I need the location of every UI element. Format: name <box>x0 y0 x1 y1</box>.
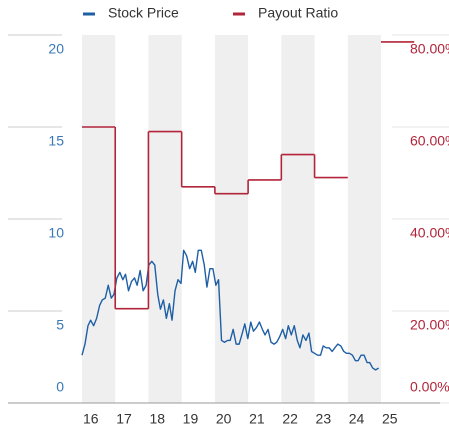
y2-tick-label: 20.00% <box>410 317 449 333</box>
x-tick-label: 17 <box>116 411 132 427</box>
x-tick-label: 16 <box>83 411 99 427</box>
x-tick-label: 20 <box>216 411 232 427</box>
x-tick-label: 21 <box>249 411 265 427</box>
x-tick-label: 25 <box>382 411 398 427</box>
x-tick-label: 23 <box>316 411 332 427</box>
y-tick-label: 15 <box>48 133 64 149</box>
year-band <box>281 35 315 403</box>
y2-tick-label: 40.00% <box>410 225 449 241</box>
x-tick-label: 22 <box>282 411 298 427</box>
price-line <box>81 249 380 371</box>
y-tick-label: 20 <box>48 41 64 57</box>
year-band <box>347 35 381 403</box>
y2-tick-label: 60.00% <box>410 133 449 149</box>
y-tick-label: 10 <box>48 225 64 241</box>
year-band <box>148 35 182 403</box>
year-band <box>82 35 116 403</box>
legend-label: Payout Ratio <box>258 5 338 21</box>
x-tick-label: 24 <box>349 411 365 427</box>
y-tick-label: 0 <box>56 379 64 395</box>
x-tick-label: 19 <box>183 411 199 427</box>
x-tick-label: 18 <box>149 411 165 427</box>
y2-tick-label: 0.00% <box>410 379 449 395</box>
legend-label: Stock Price <box>108 5 179 21</box>
y2-tick-label: 80.00% <box>410 41 449 57</box>
year-band <box>214 35 249 403</box>
y-tick-label: 5 <box>56 317 64 333</box>
